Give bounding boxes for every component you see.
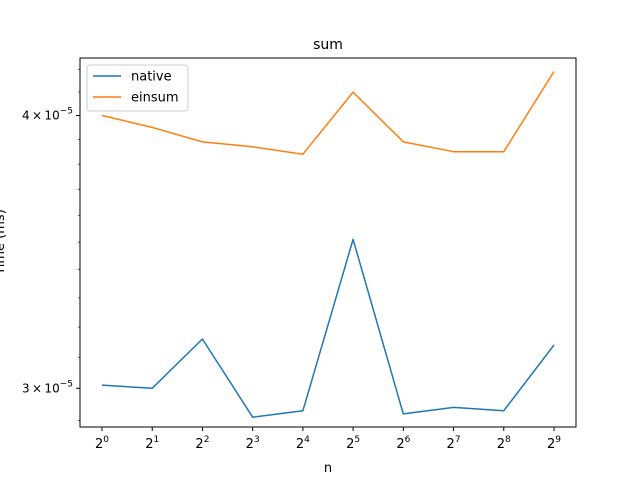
y-axis-label: Time (ms)	[0, 209, 8, 276]
x-tick-label: 27	[447, 435, 461, 452]
series-line-native	[101, 238, 555, 418]
x-tick-label: 24	[296, 435, 310, 452]
x-tick-label: 23	[246, 435, 260, 452]
y-tick-label: 4 × 10−5	[22, 106, 73, 122]
x-axis-label: n	[324, 461, 332, 476]
x-tick-label: 25	[346, 435, 360, 452]
legend: native einsum	[86, 64, 189, 112]
x-axis: 20 21 22 23 24 25 26 27 28 29	[95, 427, 561, 452]
series-layer	[101, 71, 555, 418]
plot-frame	[79, 57, 577, 428]
legend-label-native: native	[131, 70, 172, 85]
x-tick-label: 21	[145, 435, 159, 452]
x-tick-label: 22	[195, 435, 209, 452]
y-axis: 3 × 10−5 4 × 10−5	[22, 68, 80, 421]
chart-title: sum	[313, 37, 343, 53]
x-tick-label: 29	[547, 435, 561, 452]
y-tick-label: 3 × 10−5	[22, 379, 73, 395]
x-tick-label: 20	[95, 435, 109, 452]
x-tick-label: 28	[497, 435, 511, 452]
legend-label-einsum: einsum	[131, 91, 179, 106]
x-tick-label: 26	[396, 435, 410, 452]
series-line-einsum	[101, 71, 555, 155]
